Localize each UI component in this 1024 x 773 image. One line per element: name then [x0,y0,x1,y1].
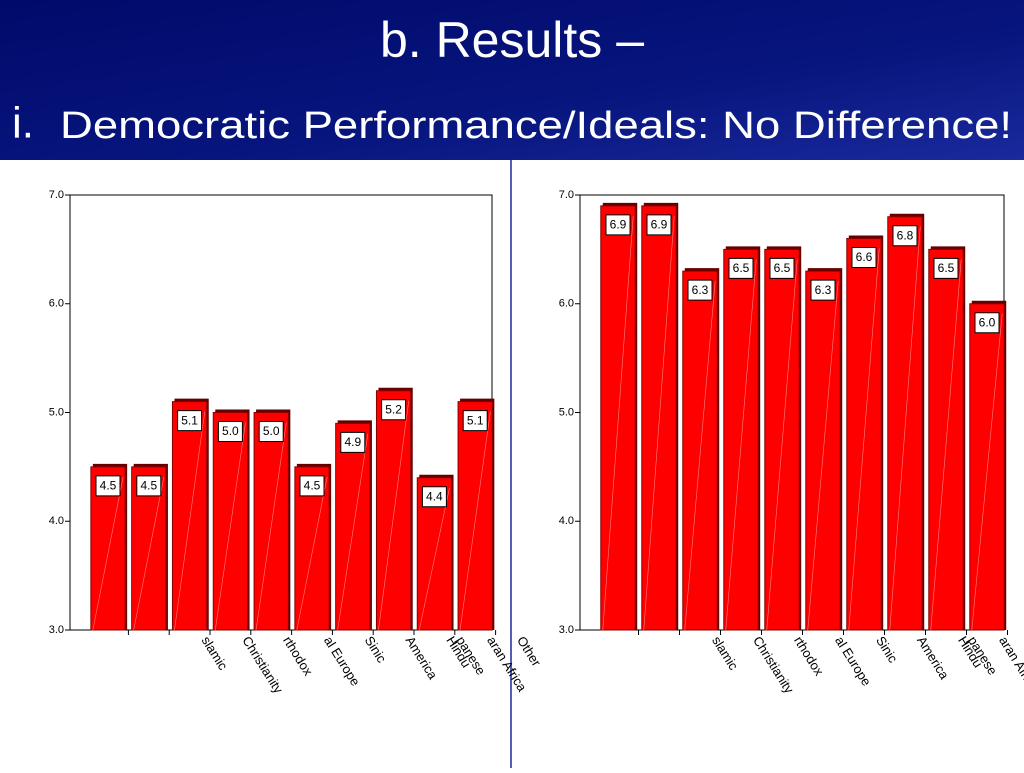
chart: 3.04.05.06.07.04.5 4.55.1slamic5.0Christi… [49,189,545,696]
value-label-box [892,225,918,247]
bar [846,238,882,631]
y-tick-label: 6.0 [559,298,574,310]
bar-sheen [643,215,675,631]
bar-sheen [459,411,491,631]
bar-sheen [92,476,124,631]
bar-sheen [296,476,328,631]
value-label-box [217,421,243,442]
value-label-box [421,486,447,508]
bar [928,248,964,631]
bar-sheen [725,259,757,631]
bar-sheen [684,281,716,631]
value-label: 6.6 [856,250,873,264]
value-label-box [810,279,836,301]
bar-sheen [930,259,962,631]
y-tick-label: 5.0 [559,406,574,418]
value-label-box [462,410,488,432]
bar-sheen [418,487,450,631]
value-label-box [933,257,959,279]
value-label: 6.9 [610,218,627,232]
value-label: 5.1 [181,413,198,427]
y-tick-label: 4.0 [559,515,574,527]
bar-sheen [133,476,165,631]
chart: 3.04.05.06.07.06.9 6.96.3slamic6.5Christi… [559,189,1024,696]
value-label-box [605,214,631,236]
value-label-box [381,399,407,421]
value-label: 5.0 [222,424,239,438]
bar-sheen [378,400,410,631]
value-label: 6.3 [815,283,832,297]
value-label-box [177,410,203,432]
value-label-box [851,247,877,268]
value-label-box [299,475,325,497]
value-label-box [258,421,284,442]
value-label: 5.2 [385,402,402,416]
y-tick-label: 7.0 [49,189,64,201]
bar-sheen [766,259,798,631]
bar [805,270,841,631]
bar-sheen [971,313,1003,631]
value-label-box [728,257,754,279]
bar-sheen [848,248,880,631]
bar [600,205,636,631]
value-label: 5.1 [467,413,484,427]
value-label-box [974,312,1000,334]
bar [887,216,923,631]
value-label: 6.9 [651,218,668,232]
bar [682,270,718,631]
bar-sheen [602,215,634,631]
bar-sheen [889,226,921,631]
y-tick-label: 5.0 [49,406,64,418]
y-tick-label: 3.0 [49,624,64,636]
value-label-box [769,257,795,279]
value-label: 4.5 [304,479,321,493]
bar-sheen [337,433,369,631]
value-label: 4.5 [100,479,117,493]
bar-sheen [174,411,206,631]
header-band [0,0,1024,160]
value-label: 6.5 [733,261,750,275]
value-label-box [340,431,366,453]
bar [723,248,759,631]
subtitle-prefix: i. [12,99,34,148]
value-label: 6.0 [979,315,996,329]
y-tick-label: 6.0 [49,298,64,310]
value-label-box [687,279,713,301]
value-label: 4.4 [426,489,443,503]
value-label: 6.5 [938,261,955,275]
bar-sheen [807,281,839,631]
bar-sheen [214,422,246,631]
value-label: 4.5 [140,479,157,493]
value-label-box [136,475,162,497]
bar [641,205,677,631]
slide-title: b. Results – [380,12,644,68]
value-label: 5.0 [263,424,280,438]
y-tick-label: 7.0 [559,189,574,201]
value-label-box [646,214,672,236]
value-label: 4.9 [344,435,361,449]
value-label: 6.5 [774,261,791,275]
charts: 3.04.05.06.07.04.5 4.55.1slamic5.0Christi… [49,189,1024,696]
value-label: 6.8 [897,228,914,242]
bar [764,248,800,631]
y-tick-label: 3.0 [559,624,574,636]
value-label-box [95,475,121,497]
bar [969,303,1005,631]
bar-sheen [255,422,287,631]
value-label: 6.3 [692,283,709,297]
slide-subtitle: Democratic Performance/Ideals: No Differ… [60,105,1012,147]
y-tick-label: 4.0 [49,515,64,527]
